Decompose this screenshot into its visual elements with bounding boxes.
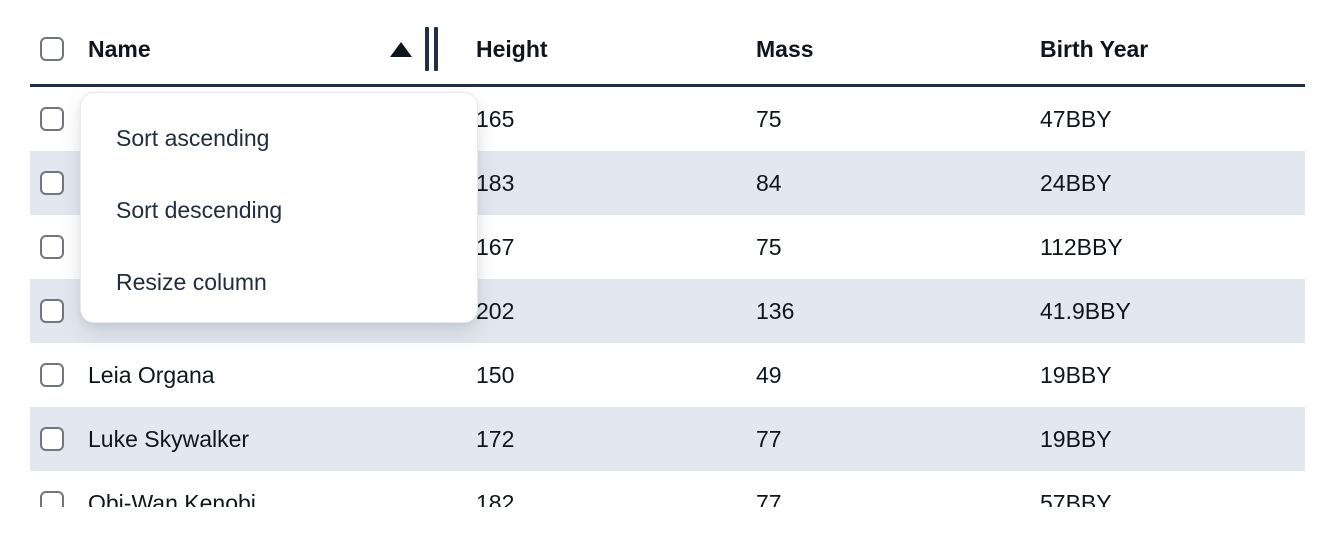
cell-mass: 84 (756, 169, 782, 196)
table-body: 165 75 47BBY 183 84 24BBY 167 75 112BBY … (30, 87, 1305, 507)
cell-name: Luke Skywalker (88, 425, 250, 452)
cell-height: 182 (476, 489, 515, 508)
row-checkbox-cell (30, 491, 88, 507)
cell-name: Obi-Wan Kenobi (88, 489, 256, 508)
cell-height: 165 (476, 105, 515, 132)
row-checkbox-cell (30, 171, 88, 195)
row-checkbox-cell (30, 299, 88, 323)
row-checkbox[interactable] (40, 107, 64, 131)
menu-item-resize-column[interactable]: Resize column (116, 268, 267, 295)
cell-mass: 75 (756, 233, 782, 260)
cell-height: 150 (476, 361, 515, 388)
row-checkbox[interactable] (40, 299, 64, 323)
column-header-birth-year[interactable]: Birth Year (1040, 35, 1149, 62)
row-checkbox[interactable] (40, 363, 64, 387)
cell-mass: 75 (756, 105, 782, 132)
resize-bar-left (425, 27, 429, 71)
menu-item-sort-ascending[interactable]: Sort ascending (116, 124, 270, 151)
row-checkbox[interactable] (40, 427, 64, 451)
column-header-name[interactable]: Name (88, 14, 476, 84)
menu-item-sort-descending[interactable]: Sort descending (116, 196, 283, 223)
cell-name: Leia Organa (88, 361, 215, 388)
column-resize-handle-icon[interactable] (425, 27, 438, 71)
row-checkbox[interactable] (40, 171, 64, 195)
row-checkbox-cell (30, 427, 88, 451)
cell-mass: 49 (756, 361, 782, 388)
cell-birth-year: 57BBY (1040, 489, 1112, 508)
column-header-mass[interactable]: Mass (756, 35, 814, 62)
cell-height: 172 (476, 425, 515, 452)
cell-mass: 136 (756, 297, 795, 324)
cell-birth-year: 19BBY (1040, 361, 1112, 388)
row-checkbox-cell (30, 363, 88, 387)
row-checkbox[interactable] (40, 491, 64, 507)
column-header-height[interactable]: Height (476, 35, 548, 62)
row-checkbox-cell (30, 235, 88, 259)
table-row[interactable]: Luke Skywalker 172 77 19BBY (30, 407, 1305, 471)
cell-height: 167 (476, 233, 515, 260)
cell-birth-year: 47BBY (1040, 105, 1112, 132)
data-table: Name Height Mass Birth Year 165 75 47BBY (30, 14, 1305, 507)
cell-birth-year: 19BBY (1040, 425, 1112, 452)
table-row[interactable]: Obi-Wan Kenobi 182 77 57BBY (30, 471, 1305, 507)
table-row[interactable]: 167 75 112BBY (30, 215, 1305, 279)
cell-birth-year: 41.9BBY (1040, 297, 1131, 324)
cell-height: 202 (476, 297, 515, 324)
header-checkbox-cell (30, 37, 88, 61)
cell-birth-year: 24BBY (1040, 169, 1112, 196)
sort-ascending-icon (390, 41, 412, 57)
table-row[interactable]: Leia Organa 150 49 19BBY (30, 343, 1305, 407)
cell-height: 183 (476, 169, 515, 196)
cell-mass: 77 (756, 489, 782, 508)
row-checkbox-cell (30, 107, 88, 131)
select-all-checkbox[interactable] (40, 37, 64, 61)
cell-birth-year: 112BBY (1040, 233, 1123, 260)
row-checkbox[interactable] (40, 235, 64, 259)
column-context-menu: Sort ascending Sort descending Resize co… (80, 92, 478, 323)
cell-mass: 77 (756, 425, 782, 452)
table-row[interactable]: 165 75 47BBY (30, 87, 1305, 151)
resize-bar-right (434, 27, 438, 71)
table-header-row: Name Height Mass Birth Year (30, 14, 1305, 87)
column-header-name-label: Name (88, 35, 151, 62)
